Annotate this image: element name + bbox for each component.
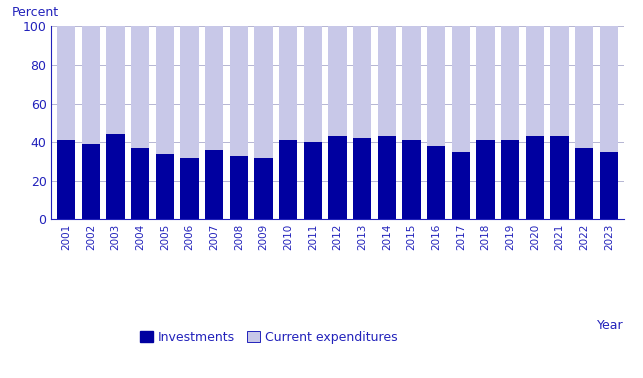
Bar bbox=[575, 26, 593, 148]
Bar bbox=[476, 140, 495, 219]
Bar bbox=[279, 140, 298, 219]
Bar bbox=[279, 26, 298, 140]
Bar bbox=[106, 135, 125, 219]
Bar bbox=[106, 26, 125, 135]
Bar bbox=[255, 26, 273, 158]
Bar bbox=[600, 26, 618, 152]
Bar bbox=[131, 26, 149, 148]
Bar bbox=[550, 26, 569, 136]
Bar bbox=[82, 26, 100, 144]
Bar bbox=[57, 26, 75, 140]
Bar bbox=[57, 140, 75, 219]
Bar bbox=[451, 26, 470, 152]
Bar bbox=[156, 154, 174, 219]
Bar bbox=[303, 142, 322, 219]
Bar bbox=[329, 136, 347, 219]
Bar bbox=[230, 156, 248, 219]
Bar bbox=[377, 26, 396, 136]
Bar bbox=[526, 26, 544, 136]
Bar bbox=[303, 26, 322, 142]
Bar bbox=[451, 152, 470, 219]
Bar bbox=[476, 26, 495, 140]
Bar bbox=[230, 26, 248, 156]
Bar bbox=[205, 150, 224, 219]
Bar bbox=[180, 158, 199, 219]
Bar bbox=[600, 152, 618, 219]
Bar bbox=[550, 136, 569, 219]
Bar bbox=[575, 148, 593, 219]
Bar bbox=[501, 26, 520, 140]
Bar bbox=[427, 26, 446, 146]
Bar bbox=[205, 26, 224, 150]
Bar bbox=[353, 26, 372, 138]
Bar bbox=[156, 26, 174, 154]
Bar bbox=[526, 136, 544, 219]
Bar bbox=[403, 140, 421, 219]
Bar bbox=[180, 26, 199, 158]
Bar bbox=[131, 148, 149, 219]
Bar bbox=[377, 136, 396, 219]
Bar bbox=[403, 26, 421, 140]
Text: Percent: Percent bbox=[12, 6, 59, 19]
Bar bbox=[427, 146, 446, 219]
Text: Year: Year bbox=[597, 319, 624, 333]
Bar bbox=[255, 158, 273, 219]
Bar bbox=[353, 138, 372, 219]
Legend: Investments, Current expenditures: Investments, Current expenditures bbox=[135, 326, 403, 349]
Bar bbox=[501, 140, 520, 219]
Bar bbox=[82, 144, 100, 219]
Bar bbox=[329, 26, 347, 136]
